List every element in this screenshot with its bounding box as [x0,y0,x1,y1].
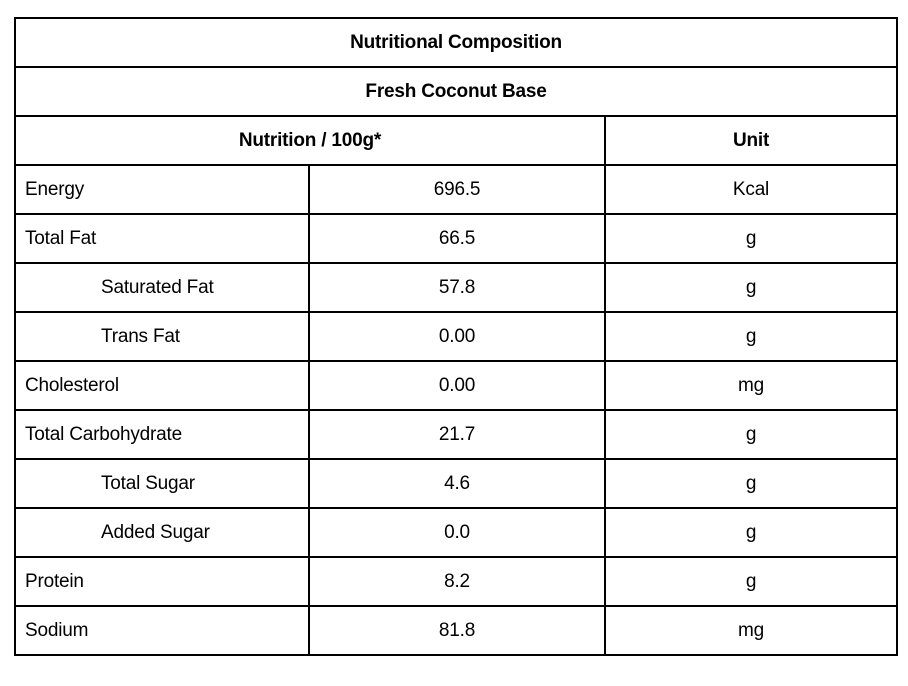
table-header-row: Nutrition / 100g* Unit [14,115,899,166]
table-row: Energy 696.5 Kcal [14,164,899,215]
nutrient-label: Total Carbohydrate [14,409,310,460]
table-subtitle: Fresh Coconut Base [13,66,899,117]
nutrient-unit: g [603,311,899,362]
table-row: Protein 8.2 g [14,556,899,607]
table-row: Sodium 81.8 mg [14,605,899,656]
nutrient-value: 57.8 [308,262,606,313]
nutrient-label: Total Fat [14,213,310,264]
table-row: Cholesterol 0.00 mg [14,360,899,411]
nutrient-label: Saturated Fat [14,262,310,313]
nutrient-label: Added Sugar [14,507,310,558]
table-row: Saturated Fat 57.8 g [14,262,899,313]
nutrient-label: Total Sugar [14,458,310,509]
nutrient-value: 0.00 [308,360,606,411]
table-row: Total Carbohydrate 21.7 g [14,409,899,460]
table-subtitle-row: Fresh Coconut Base [13,66,899,117]
nutrient-value: 0.00 [308,311,606,362]
table-title-row: Nutritional Composition [13,17,899,68]
table-title: Nutritional Composition [13,17,899,68]
table-row: Total Fat 66.5 g [14,213,899,264]
nutrient-value: 0.0 [308,507,606,558]
nutrient-unit: g [603,458,899,509]
nutrient-value: 8.2 [308,556,606,607]
nutrient-unit: g [603,409,899,460]
nutrient-label: Protein [14,556,310,607]
nutrient-label: Sodium [14,605,310,656]
column-header-nutrition: Nutrition / 100g* [14,115,606,166]
table-row: Total Sugar 4.6 g [14,458,899,509]
nutrition-table: Nutritional Composition Fresh Coconut Ba… [13,17,899,656]
nutrient-unit: g [603,262,899,313]
nutrient-value: 4.6 [308,458,606,509]
nutrient-value: 21.7 [308,409,606,460]
column-header-unit: Unit [603,115,899,166]
nutrient-value: 66.5 [308,213,606,264]
nutrient-unit: mg [603,605,899,656]
nutrient-unit: g [603,507,899,558]
nutrient-unit: mg [603,360,899,411]
nutrient-label: Cholesterol [14,360,310,411]
nutrient-label: Energy [14,164,310,215]
table-row: Added Sugar 0.0 g [14,507,899,558]
nutrient-unit: g [603,556,899,607]
nutrient-value: 81.8 [308,605,606,656]
nutrient-label: Trans Fat [14,311,310,362]
nutrient-unit: Kcal [603,164,899,215]
nutrient-value: 696.5 [308,164,606,215]
table-row: Trans Fat 0.00 g [14,311,899,362]
nutrient-unit: g [603,213,899,264]
